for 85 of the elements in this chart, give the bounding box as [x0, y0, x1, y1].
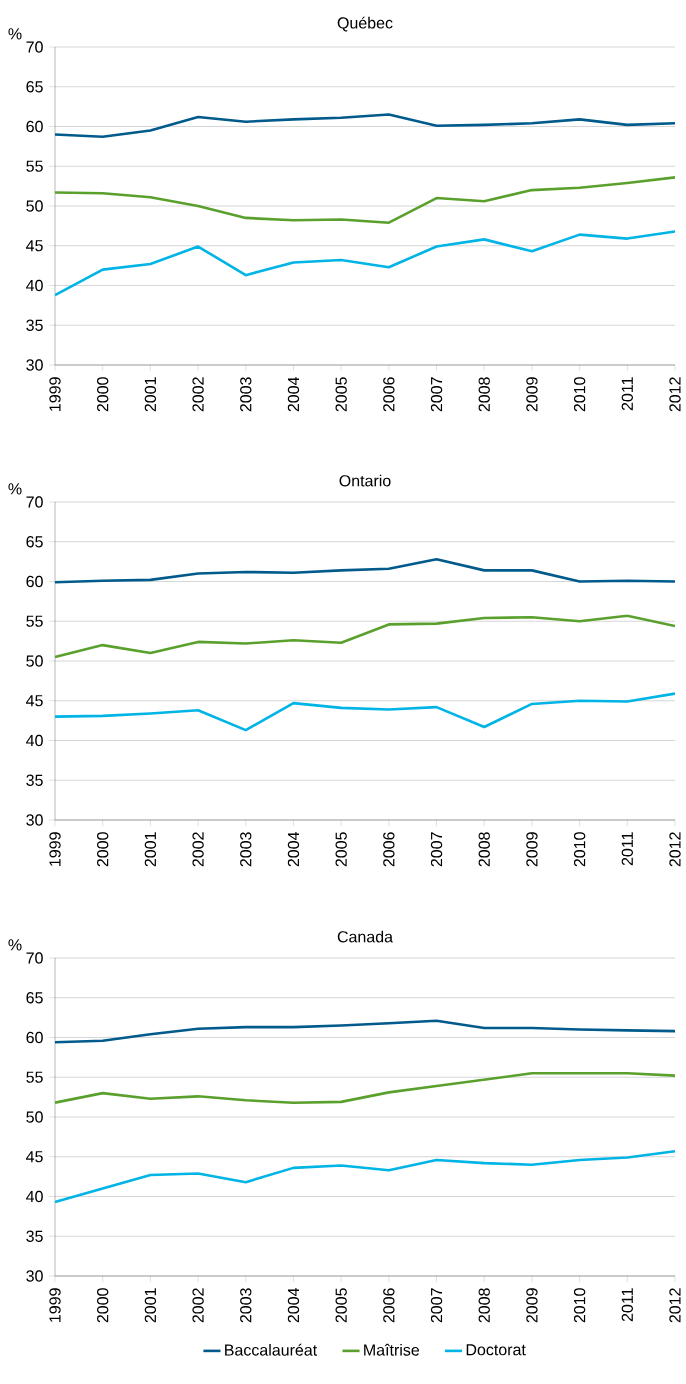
line-series — [55, 614, 675, 659]
x-tick-label: 2006 — [383, 832, 395, 867]
x-tick-label: 2012 — [669, 377, 681, 412]
x-tick-label: 1999 — [49, 832, 61, 866]
y-axis-title: % — [8, 483, 22, 495]
y-tick-label: 50 — [26, 1111, 43, 1123]
y-tick-label: 30 — [26, 359, 43, 371]
y-tick-label: 45 — [26, 1151, 43, 1163]
x-tick-label: 2012 — [669, 832, 681, 867]
y-tick-label: 60 — [26, 120, 43, 133]
chart-title: Québec — [337, 16, 393, 32]
x-tick-label: 1999 — [49, 1288, 61, 1322]
line-series — [55, 692, 675, 732]
x-tick-label: 1999 — [49, 377, 61, 411]
x-tick-label: 2002 — [192, 832, 204, 867]
x-tick-label: 2005 — [335, 1288, 347, 1323]
y-tick-label: 55 — [26, 1071, 43, 1083]
x-tick-label: 2012 — [669, 1288, 681, 1323]
y-tick-label: 40 — [26, 734, 43, 747]
chart-title: Canada — [337, 930, 394, 943]
line-series — [55, 176, 675, 224]
y-tick-label: 35 — [26, 774, 43, 786]
x-tick-label: 2004 — [287, 832, 300, 867]
x-tick-label: 2000 — [97, 1288, 109, 1323]
y-tick-label: 30 — [26, 814, 43, 826]
x-tick-label: 2011 — [621, 1288, 633, 1322]
x-tick-label: 2003 — [240, 832, 252, 867]
x-tick-label: 2011 — [621, 377, 633, 411]
line-series — [55, 230, 675, 297]
y-tick-label: 60 — [26, 1031, 43, 1044]
y-axis-title: % — [8, 28, 22, 40]
x-tick-label: 2004 — [287, 377, 300, 412]
x-tick-label: 2001 — [144, 377, 157, 412]
x-tick-label: 2010 — [573, 1288, 586, 1323]
line-series — [55, 113, 675, 139]
x-tick-label: 2009 — [526, 832, 538, 867]
y-tick-label: 55 — [26, 615, 43, 627]
y-tick-label: 45 — [26, 240, 43, 252]
line-series — [55, 557, 675, 584]
x-tick-label: 2009 — [526, 377, 538, 412]
legend-label: Doctorat — [466, 1344, 526, 1356]
x-tick-label: 2007 — [430, 1288, 443, 1323]
y-tick-label: 65 — [26, 81, 43, 93]
x-tick-label: 2004 — [287, 1288, 300, 1323]
x-tick-label: 2001 — [144, 1288, 157, 1323]
y-tick-label: 70 — [26, 496, 43, 508]
y-tick-label: 45 — [26, 695, 43, 707]
y-tick-label: 60 — [26, 575, 43, 588]
x-tick-label: 2000 — [97, 377, 109, 412]
y-tick-label: 35 — [26, 319, 43, 331]
x-tick-label: 2008 — [478, 832, 490, 867]
x-tick-label: 2002 — [192, 377, 204, 412]
x-tick-label: 2005 — [335, 832, 347, 867]
x-tick-label: 2007 — [430, 832, 443, 867]
y-tick-label: 65 — [26, 536, 43, 548]
x-tick-label: 2008 — [478, 377, 490, 412]
y-tick-label: 50 — [26, 655, 43, 667]
legend-label: Baccalauréat — [225, 1343, 318, 1356]
x-tick-label: 2007 — [430, 377, 443, 412]
x-tick-label: 2001 — [144, 832, 157, 867]
x-tick-label: 2008 — [478, 1288, 490, 1323]
x-tick-label: 2006 — [383, 377, 395, 412]
chart-title: Ontario — [339, 474, 391, 487]
y-tick-label: 35 — [26, 1230, 43, 1242]
x-tick-label: 2010 — [573, 377, 586, 412]
y-tick-label: 70 — [26, 952, 43, 964]
y-tick-label: 40 — [26, 279, 43, 292]
legend-label: Maîtrise — [364, 1343, 420, 1356]
y-tick-label: 65 — [26, 992, 43, 1004]
line-series — [55, 1019, 675, 1044]
x-tick-label: 2003 — [240, 1288, 252, 1323]
x-tick-label: 2006 — [383, 1288, 395, 1323]
y-tick-label: 70 — [26, 41, 43, 53]
x-tick-label: 2009 — [526, 1288, 538, 1323]
x-tick-label: 2002 — [192, 1288, 204, 1323]
x-tick-label: 2005 — [335, 377, 347, 412]
y-tick-label: 55 — [26, 160, 43, 172]
x-tick-label: 2010 — [573, 832, 586, 867]
x-tick-label: 2000 — [97, 832, 109, 867]
y-tick-label: 40 — [26, 1190, 43, 1203]
x-tick-label: 2003 — [240, 377, 252, 412]
y-tick-label: 50 — [26, 200, 43, 212]
y-axis-title: % — [8, 939, 22, 951]
x-tick-label: 2011 — [621, 832, 633, 866]
y-tick-label: 30 — [26, 1270, 43, 1282]
